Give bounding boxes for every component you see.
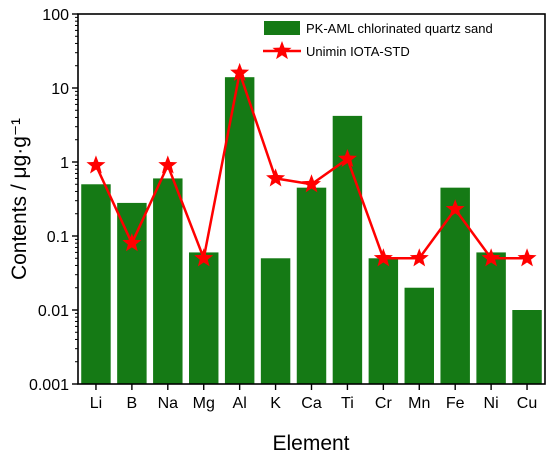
- bar-mg: [189, 252, 219, 384]
- x-tick-label: Mn: [408, 395, 430, 412]
- x-axis-title: Element: [272, 432, 349, 455]
- x-tick-label: Al: [233, 395, 247, 412]
- x-tick-label: Cu: [517, 395, 537, 412]
- star-marker-al: [230, 62, 250, 81]
- star-marker-cu: [517, 248, 537, 267]
- y-tick-label: 0.01: [38, 303, 69, 320]
- y-tick-labels: 0.001 0.01 0.1 1 10 100: [29, 7, 69, 394]
- bar-fe: [440, 187, 470, 384]
- bar-ni: [476, 252, 506, 384]
- star-marker-ni: [481, 248, 501, 267]
- bar-mn: [404, 287, 434, 384]
- star-marker-na: [158, 155, 178, 174]
- legend-star-marker: [272, 41, 292, 60]
- x-tick-labels: Li B Na Mg Al K Ca Ti Cr Mn Fe Ni Cu: [90, 395, 538, 412]
- x-tick-label: B: [127, 395, 138, 412]
- x-tick-label: K: [270, 395, 281, 412]
- y-tick-label: 1: [60, 155, 69, 172]
- star-marker-cr: [373, 248, 393, 267]
- y-tick-label: 0.1: [47, 229, 69, 246]
- bar-li: [81, 184, 111, 384]
- bar-cr: [368, 258, 399, 384]
- legend-label-bar: PK-AML chlorinated quartz sand: [306, 21, 493, 36]
- star-marker-mn: [409, 248, 429, 267]
- star-marker-ti: [337, 148, 357, 168]
- x-tick-label: Na: [158, 395, 179, 412]
- star-marker-b: [122, 233, 142, 252]
- legend-label-line: Unimin IOTA-STD: [306, 44, 410, 59]
- star-marker-li: [86, 155, 106, 174]
- bar-na: [153, 178, 183, 384]
- x-tick-label: Ti: [341, 395, 354, 412]
- y-tick-label: 0.001: [29, 377, 69, 394]
- star-marker-mg: [194, 248, 214, 267]
- y-tick-label: 100: [42, 7, 69, 24]
- bar-k: [260, 258, 291, 384]
- ticks-layer: [72, 13, 528, 390]
- markers-layer: [86, 62, 537, 267]
- star-marker-k: [266, 168, 286, 187]
- x-tick-label: Cr: [375, 395, 393, 412]
- bar-ca: [296, 187, 327, 384]
- star-marker-fe: [445, 199, 465, 218]
- x-tick-label: Mg: [193, 395, 215, 412]
- bar-cu: [512, 310, 542, 384]
- x-tick-label: Ca: [301, 395, 322, 412]
- star-marker-ca: [301, 174, 322, 193]
- legend: PK-AML chlorinated quartz sand Unimin IO…: [263, 21, 493, 60]
- x-tick-label: Fe: [446, 395, 465, 412]
- y-axis-title: Contents / μg·g⁻¹: [8, 118, 31, 280]
- x-tick-label: Ni: [484, 395, 499, 412]
- x-tick-label: Li: [90, 395, 102, 412]
- legend-swatch-bar: [264, 21, 300, 35]
- bars-layer: [81, 77, 542, 384]
- y-tick-label: 10: [51, 81, 69, 98]
- bar-b: [117, 202, 147, 384]
